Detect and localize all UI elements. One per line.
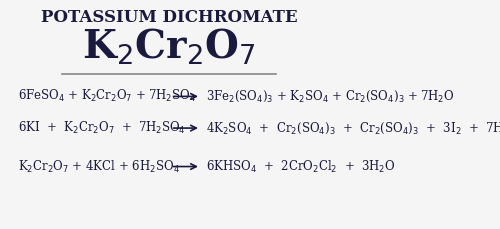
Text: 6KI  +  K$_2$Cr$_2$O$_7$  +  7H$_2$SO$_4$: 6KI + K$_2$Cr$_2$O$_7$ + 7H$_2$SO$_4$ xyxy=(18,120,186,136)
Text: K$_2$Cr$_2$O$_7$ + 4KCl + 6H$_2$SO$_4$: K$_2$Cr$_2$O$_7$ + 4KCl + 6H$_2$SO$_4$ xyxy=(18,158,180,174)
Text: 6KHSO$_4$  +  2CrO$_2$Cl$_2$  +  3H$_2$O: 6KHSO$_4$ + 2CrO$_2$Cl$_2$ + 3H$_2$O xyxy=(206,158,395,174)
Text: 4K$_2$SO$_4$  +  Cr$_2$(SO$_4$)$_3$  +  Cr$_2$(SO$_4$)$_3$  +  3I$_2$  +  7H$_2$: 4K$_2$SO$_4$ + Cr$_2$(SO$_4$)$_3$ + Cr$_… xyxy=(206,120,500,136)
Text: 3Fe$_2$(SO$_4$)$_3$ + K$_2$SO$_4$ + Cr$_2$(SO$_4$)$_3$ + 7H$_2$O: 3Fe$_2$(SO$_4$)$_3$ + K$_2$SO$_4$ + Cr$_… xyxy=(206,89,454,104)
Text: 6FeSO$_4$ + K$_2$Cr$_2$O$_7$ + 7H$_2$SO$_4$: 6FeSO$_4$ + K$_2$Cr$_2$O$_7$ + 7H$_2$SO$… xyxy=(18,88,196,104)
Text: POTASSIUM DICHROMATE: POTASSIUM DICHROMATE xyxy=(40,9,298,26)
Text: K$_2$Cr$_2$O$_7$: K$_2$Cr$_2$O$_7$ xyxy=(82,27,256,67)
